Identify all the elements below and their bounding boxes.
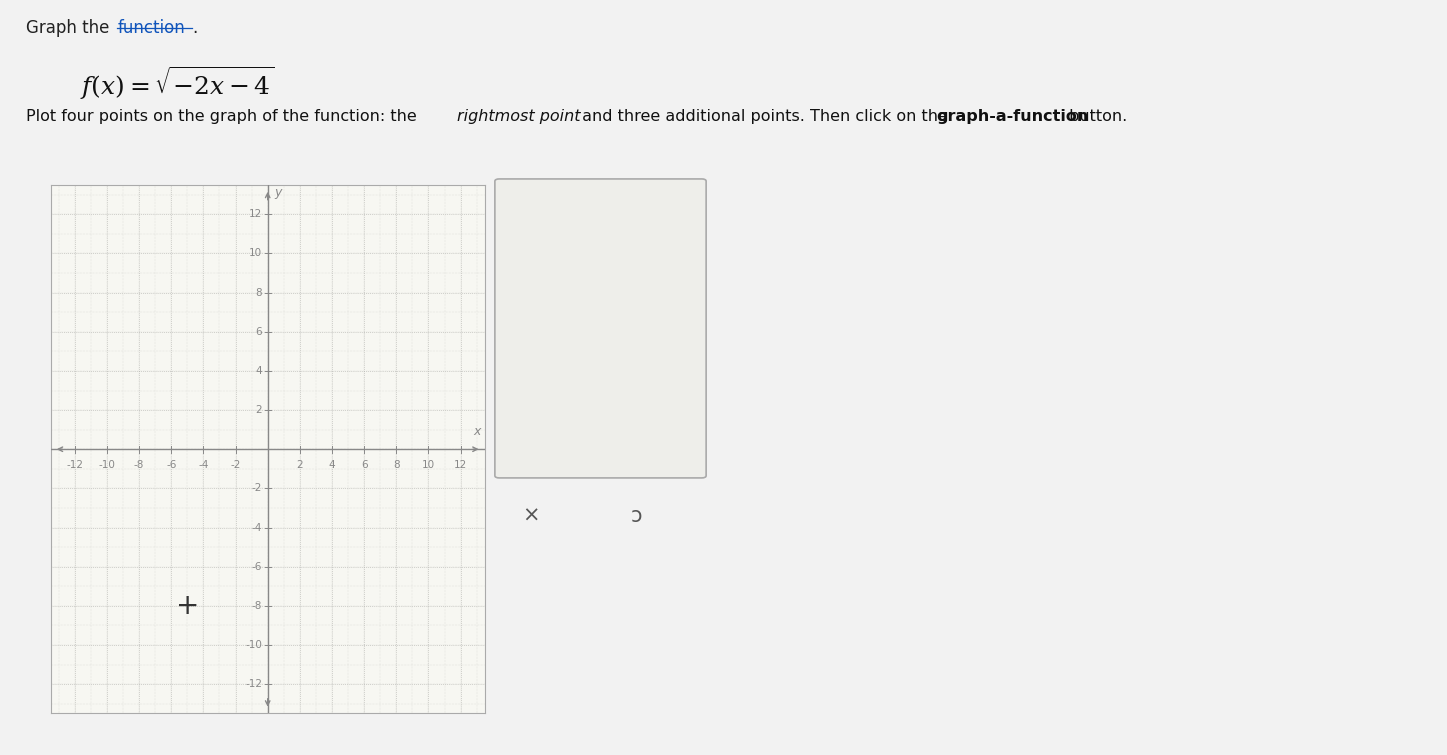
Text: function: function <box>117 19 185 37</box>
Text: -4: -4 <box>252 522 262 532</box>
Text: 2: 2 <box>256 405 262 415</box>
Text: x: x <box>473 426 480 439</box>
Text: button.: button. <box>1064 109 1127 125</box>
Text: -8: -8 <box>135 460 145 470</box>
Text: -10: -10 <box>98 460 116 470</box>
Text: 6: 6 <box>256 327 262 337</box>
Text: -10: -10 <box>245 640 262 650</box>
Text: 10: 10 <box>249 248 262 258</box>
Polygon shape <box>515 205 580 240</box>
Polygon shape <box>515 205 548 240</box>
Text: ×: × <box>522 506 540 525</box>
Text: 8: 8 <box>394 460 399 470</box>
Text: Plot four points on the graph of the function: the: Plot four points on the graph of the fun… <box>26 109 423 125</box>
Text: graph-a-function: graph-a-function <box>936 109 1088 125</box>
Text: -6: -6 <box>252 562 262 572</box>
Text: -12: -12 <box>245 679 262 689</box>
Text: and three additional points. Then click on the: and three additional points. Then click … <box>577 109 954 125</box>
Text: -2: -2 <box>252 483 262 493</box>
Polygon shape <box>616 211 677 246</box>
Text: 4: 4 <box>328 460 336 470</box>
Text: $f(x)=\sqrt{-2x-4}$: $f(x)=\sqrt{-2x-4}$ <box>80 64 275 102</box>
Text: ×: × <box>556 297 564 307</box>
Text: Graph the: Graph the <box>26 19 114 37</box>
Text: .: . <box>192 19 198 37</box>
Text: -12: -12 <box>67 460 84 470</box>
Text: 12: 12 <box>454 460 467 470</box>
Text: 12: 12 <box>249 209 262 220</box>
Text: rightmost point: rightmost point <box>457 109 580 125</box>
Text: 6: 6 <box>360 460 368 470</box>
Polygon shape <box>670 211 682 246</box>
Text: ↄ: ↄ <box>631 506 642 525</box>
Text: 10: 10 <box>423 460 436 470</box>
Text: +: + <box>175 592 200 620</box>
Text: -6: -6 <box>166 460 177 470</box>
Text: -8: -8 <box>252 601 262 611</box>
Text: 2: 2 <box>297 460 304 470</box>
Text: y: y <box>273 186 282 199</box>
Text: 8: 8 <box>256 288 262 297</box>
Text: ×: × <box>682 197 690 207</box>
Text: -4: -4 <box>198 460 208 470</box>
Text: -2: -2 <box>230 460 240 470</box>
FancyBboxPatch shape <box>511 270 580 364</box>
Text: 4: 4 <box>256 366 262 376</box>
